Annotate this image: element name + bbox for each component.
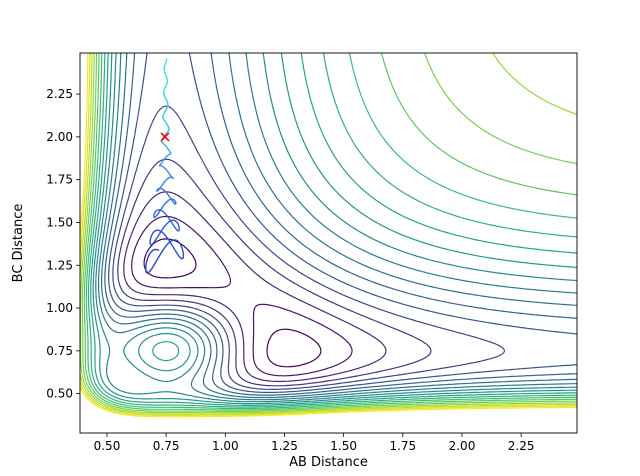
- contour-line: [80, 53, 577, 418]
- contour-line: [95, 53, 577, 403]
- trajectory-segment: [145, 269, 152, 274]
- trajectory-segment: [149, 230, 156, 242]
- trajectory-segment: [162, 188, 170, 197]
- y-tick-label: 2.25: [46, 87, 73, 101]
- trajectory: [145, 58, 185, 274]
- y-tick-label: 1.75: [46, 173, 73, 187]
- trajectory-segment: [176, 221, 180, 231]
- contour-line: [87, 53, 577, 408]
- trajectory-segment: [159, 180, 166, 190]
- y-tick-label: 1.50: [46, 215, 73, 229]
- x-tick-label: 2.25: [508, 439, 535, 453]
- trajectory-segment: [149, 239, 153, 246]
- contour-line: [117, 158, 432, 387]
- trajectory-segment: [161, 239, 175, 253]
- trajectory-segment: [145, 253, 151, 271]
- trajectory-segment: [172, 198, 177, 204]
- trajectory-segment: [165, 145, 170, 152]
- trajectory-segment: [148, 248, 160, 255]
- trajectory-segment: [164, 176, 171, 183]
- x-tick-label: 1.25: [271, 439, 298, 453]
- x-axis-ticks: 0.50 0.75 1.00 1.25 1.50 1.75 2.00 2.25: [94, 433, 535, 453]
- trajectory-segment: [159, 220, 171, 234]
- y-tick-label: 1.25: [46, 258, 73, 272]
- trajectory-segment: [160, 165, 166, 169]
- trajectory-segment: [153, 209, 161, 215]
- x-tick-label: 0.50: [94, 439, 121, 453]
- x-marker-glyph: [160, 132, 170, 142]
- contour-line: [80, 53, 577, 414]
- y-axis-label: BC Distance: [11, 204, 26, 283]
- contour-line: [81, 53, 577, 412]
- trajectory-segment: [164, 167, 170, 175]
- x-axis-label: AB Distance: [289, 455, 368, 470]
- trajectory-segment: [160, 158, 165, 165]
- contour-line: [104, 53, 577, 396]
- contour-line: [143, 238, 322, 368]
- contour-lines: [80, 53, 577, 418]
- contour-line: [85, 53, 577, 410]
- trajectory-segment: [154, 229, 166, 236]
- x-tick-label: 2.00: [449, 439, 476, 453]
- trajectory-segment: [168, 195, 175, 204]
- x-tick-label: 0.75: [153, 439, 180, 453]
- trajectory-segment: [169, 219, 178, 224]
- trajectory-segment: [165, 198, 174, 203]
- trajectory-segment: [163, 154, 169, 161]
- marker-layer: [160, 132, 170, 142]
- contour-line: [80, 53, 577, 415]
- y-tick-label: 0.50: [46, 387, 73, 401]
- contour-line: [112, 105, 506, 390]
- trajectory-segment: [158, 209, 169, 218]
- contour-line: [92, 53, 577, 405]
- y-axis-ticks: 0.50 0.75 1.00 1.25 1.50 1.75 2.00 2.25: [46, 87, 80, 401]
- y-tick-label: 2.00: [46, 130, 73, 144]
- trajectory-segment: [164, 234, 177, 253]
- trajectory-segment: [157, 187, 164, 190]
- contour-line: [131, 215, 353, 377]
- contour-line: [101, 53, 577, 399]
- start-marker: [160, 132, 170, 142]
- x-tick-label: 1.00: [212, 439, 239, 453]
- trajectory-segment: [173, 239, 183, 249]
- trajectory-segment: [167, 215, 177, 229]
- trajectory-segment: [151, 232, 161, 245]
- contour-line: [97, 53, 577, 401]
- contour-line: [123, 191, 387, 383]
- contour-line: [108, 53, 577, 393]
- trajectory-segment: [150, 251, 163, 271]
- contour-line: [83, 53, 577, 411]
- y-tick-label: 0.75: [46, 344, 73, 358]
- contour-line: [90, 53, 577, 406]
- trajectory-segment: [153, 212, 156, 219]
- x-tick-label: 1.50: [330, 439, 357, 453]
- x-tick-label: 1.75: [389, 439, 416, 453]
- axes-frame: [79, 52, 578, 434]
- trajectory-segment: [175, 250, 184, 260]
- trajectory-segment: [181, 247, 185, 260]
- trajectory-segment: [162, 142, 167, 147]
- y-tick-label: 1.00: [46, 301, 73, 315]
